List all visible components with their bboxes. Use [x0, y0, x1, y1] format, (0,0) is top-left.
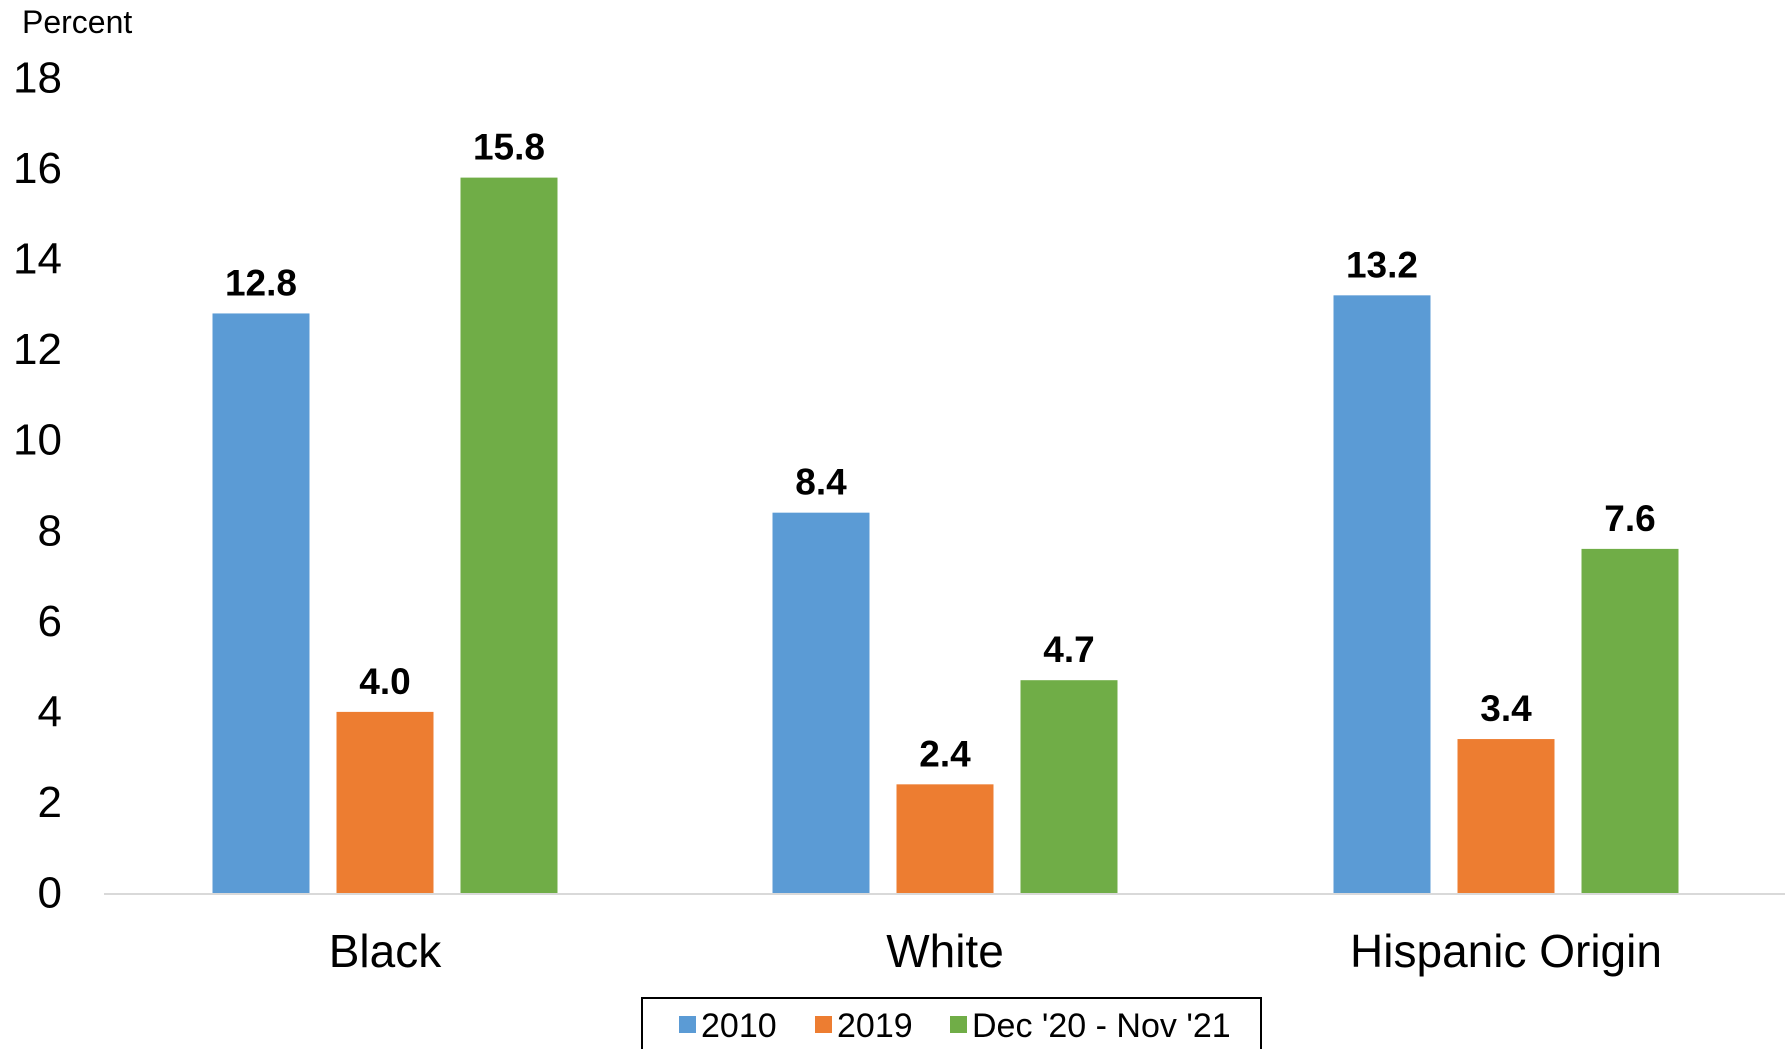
y-tick-label: 4 [38, 687, 62, 736]
y-tick-label: 0 [38, 869, 62, 918]
data-label: 7.6 [1604, 498, 1655, 539]
y-tick-label: 12 [13, 325, 62, 374]
legend-swatch [950, 1016, 967, 1033]
x-tick-label: White [886, 925, 1004, 977]
x-tick-label: Black [329, 925, 442, 977]
y-axis-ticks: 0 2 4 6 8 10 12 14 16 18 [13, 54, 62, 918]
bar [896, 784, 994, 893]
x-tick-label: Hispanic Origin [1350, 925, 1662, 977]
y-tick-label: 2 [38, 778, 62, 827]
y-tick-label: 14 [13, 235, 62, 284]
data-label: 3.4 [1480, 688, 1532, 729]
legend: 2010 2019 Dec '20 - Nov '21 [641, 997, 1262, 1049]
bars-group [212, 177, 1679, 894]
y-tick-label: 8 [38, 506, 62, 555]
y-tick-label: 6 [38, 597, 62, 646]
legend-swatch [815, 1016, 832, 1033]
bar [772, 512, 870, 893]
y-tick-label: 16 [13, 144, 62, 193]
data-label: 8.4 [795, 462, 847, 503]
x-axis-ticks: Black White Hispanic Origin [329, 925, 1662, 977]
data-label: 13.2 [1346, 244, 1418, 285]
bar [460, 177, 558, 894]
data-label: 4.7 [1043, 629, 1094, 670]
bar [1333, 295, 1431, 893]
y-tick-label: 18 [13, 54, 62, 103]
data-labels-group: 12.8 4.0 15.8 8.4 2.4 4.7 13.2 3.4 7.6 [225, 127, 1656, 775]
data-label: 12.8 [225, 262, 297, 303]
legend-label: Dec '20 - Nov '21 [972, 1007, 1231, 1045]
data-label: 15.8 [473, 127, 545, 168]
data-label: 2.4 [919, 733, 971, 774]
legend-swatch [679, 1016, 696, 1033]
legend-label: 2010 [701, 1007, 777, 1045]
data-label: 4.0 [359, 661, 410, 702]
bar [1457, 739, 1555, 893]
y-axis-label: Percent [22, 4, 132, 40]
y-tick-label: 10 [13, 416, 62, 465]
bar [336, 711, 434, 893]
bar [1020, 680, 1118, 893]
bar [1581, 548, 1679, 893]
legend-label: 2019 [837, 1007, 913, 1045]
bar [212, 313, 310, 893]
